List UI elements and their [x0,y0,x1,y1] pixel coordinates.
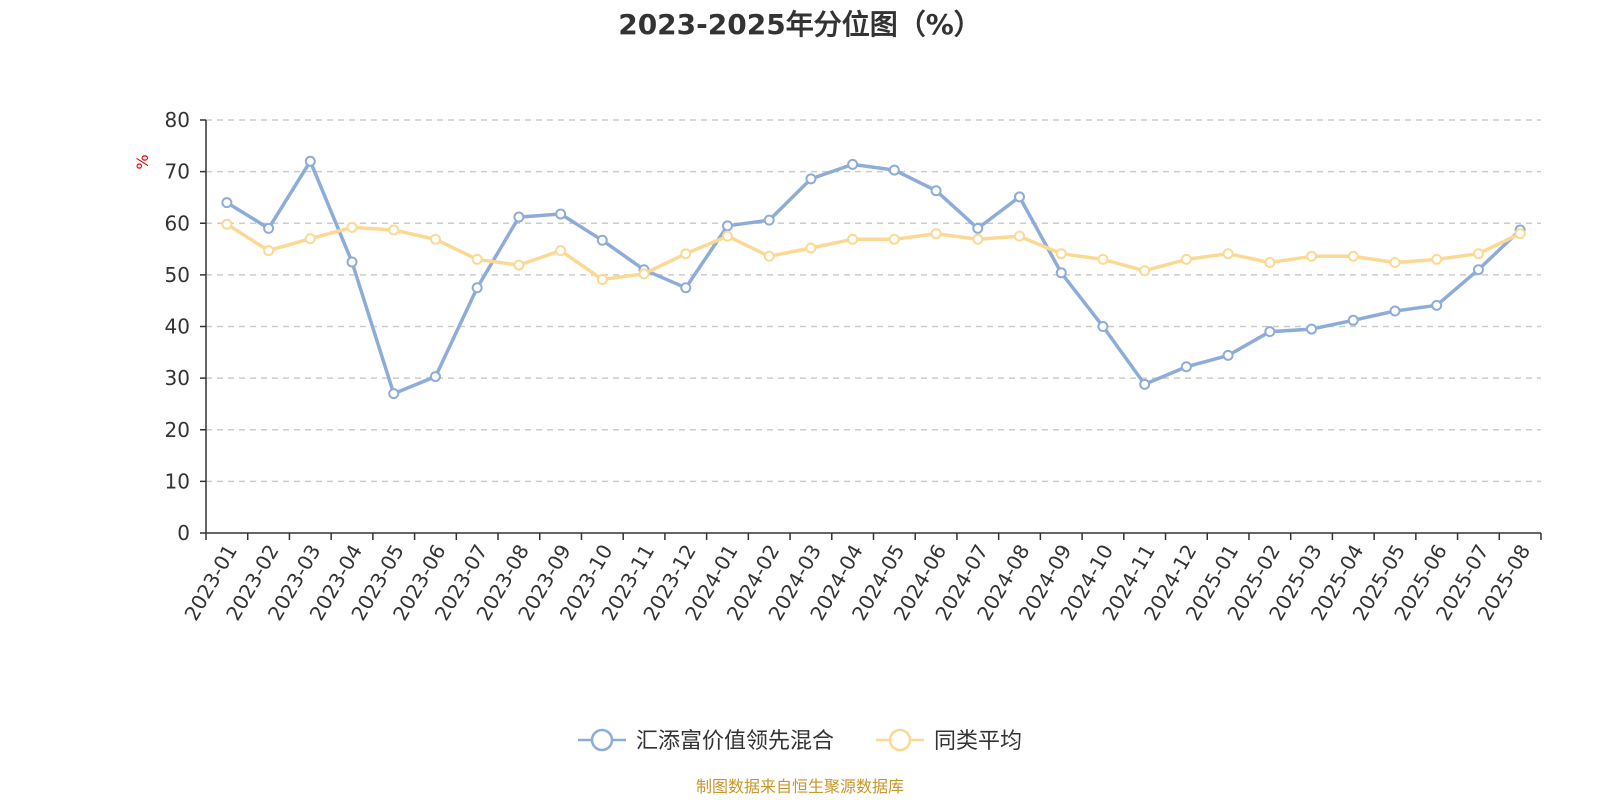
data-point[interactable] [1182,255,1191,264]
data-point[interactable] [222,220,231,229]
data-point[interactable] [598,236,607,245]
y-tick-label: 60 [165,211,190,235]
data-point[interactable] [389,225,398,234]
data-point[interactable] [389,389,398,398]
data-point[interactable] [681,249,690,258]
data-point[interactable] [431,372,440,381]
data-point[interactable] [514,261,523,270]
data-point[interactable] [890,166,899,175]
chart-title: 2023-2025年分位图（%） [618,8,982,41]
data-point[interactable] [306,157,315,166]
data-point[interactable] [514,213,523,222]
data-point[interactable] [1307,325,1316,334]
y-tick-label: 10 [165,469,190,493]
data-point[interactable] [848,160,857,169]
data-point[interactable] [473,283,482,292]
data-point[interactable] [806,244,815,253]
series-1 [222,157,1524,398]
series-line-1 [227,161,1520,393]
data-point[interactable] [1140,266,1149,275]
data-point[interactable] [1265,327,1274,336]
data-point[interactable] [1098,255,1107,264]
data-point[interactable] [1432,301,1441,310]
y-axis-unit-label: % [133,154,152,169]
data-point[interactable] [973,224,982,233]
legend: 汇添富价值领先混合 同类平均 [578,729,1022,754]
data-point[interactable] [1098,322,1107,331]
data-point[interactable] [1349,316,1358,325]
data-point[interactable] [640,269,649,278]
data-point[interactable] [1057,249,1066,258]
y-tick-label: 40 [165,315,190,339]
data-source-note: 制图数据来自恒生聚源数据库 [696,777,904,796]
data-point[interactable] [723,232,732,241]
data-point[interactable] [1224,249,1233,258]
data-point[interactable] [932,186,941,195]
data-point[interactable] [348,223,357,232]
data-point[interactable] [1224,351,1233,360]
data-point[interactable] [1182,362,1191,371]
x-axis-ticks: 2023-012023-022023-032023-042023-052023-… [179,533,1541,625]
data-point[interactable] [431,235,440,244]
data-point[interactable] [1390,307,1399,316]
data-point[interactable] [556,246,565,255]
data-point[interactable] [306,234,315,243]
data-point[interactable] [1057,268,1066,277]
series-line-2 [227,224,1520,279]
data-point[interactable] [1265,258,1274,267]
data-point[interactable] [848,235,857,244]
data-point[interactable] [1349,252,1358,261]
data-point[interactable] [1307,252,1316,261]
y-tick-label: 20 [165,418,190,442]
legend-item-1[interactable]: 汇添富价值领先混合 [578,729,834,754]
data-point[interactable] [1432,255,1441,264]
data-point[interactable] [473,255,482,264]
data-point[interactable] [1516,229,1525,238]
data-point[interactable] [1140,380,1149,389]
legend-item-2[interactable]: 同类平均 [876,729,1022,754]
data-point[interactable] [765,252,774,261]
data-point[interactable] [806,174,815,183]
data-point[interactable] [264,246,273,255]
grid-lines [206,120,1541,481]
y-tick-label: 70 [165,160,190,184]
data-point[interactable] [1015,232,1024,241]
data-point[interactable] [1474,249,1483,258]
legend-swatch-marker [890,730,910,750]
data-point[interactable] [1390,258,1399,267]
y-tick-label: 0 [177,521,190,545]
legend-swatch-marker [592,730,612,750]
series-layer [222,157,1524,398]
legend-label: 同类平均 [934,729,1022,754]
data-point[interactable] [890,235,899,244]
data-point[interactable] [932,229,941,238]
legend-label: 汇添富价值领先混合 [636,729,834,754]
data-point[interactable] [264,224,273,233]
data-point[interactable] [765,216,774,225]
data-point[interactable] [681,283,690,292]
data-point[interactable] [1015,192,1024,201]
y-tick-label: 50 [165,263,190,287]
y-tick-label: 30 [165,366,190,390]
data-point[interactable] [348,257,357,266]
data-point[interactable] [723,221,732,230]
data-point[interactable] [556,209,565,218]
y-axis-ticks: 0 10 20 30 40 50 60 70 80 [165,108,206,545]
data-point[interactable] [222,198,231,207]
data-point[interactable] [973,235,982,244]
data-point[interactable] [1474,265,1483,274]
y-tick-label: 80 [165,108,190,132]
data-point[interactable] [598,275,607,284]
